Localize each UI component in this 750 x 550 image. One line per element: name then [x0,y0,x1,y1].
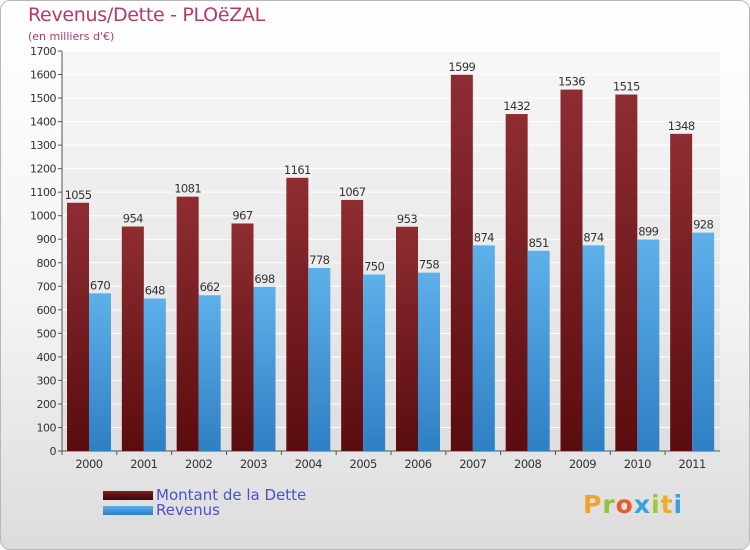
y-tick-label: 1700 [30,45,56,58]
bar-revenus [472,245,495,451]
legend-item-revenus: Revenus [103,501,220,519]
bar-dette [505,114,528,451]
legend-label-dette: Montant de la Dette [156,486,307,504]
data-label: 750 [364,260,384,274]
logo-letter: o [615,490,634,519]
y-tick-label: 900 [37,233,57,246]
data-label: 1515 [613,80,640,94]
bar-dette [286,177,309,451]
data-label: 1081 [174,182,201,196]
plot-area [62,51,720,451]
bar-revenus [692,232,715,451]
bar-revenus [527,250,550,451]
bar-revenus [637,239,660,451]
data-label: 851 [529,236,549,250]
data-label: 1536 [558,75,585,89]
x-tick-label: 2010 [624,457,651,471]
data-label: 899 [638,224,658,238]
x-tick-label: 2002 [185,457,212,471]
y-tick-label: 1100 [30,186,56,199]
data-label: 648 [145,284,165,298]
y-tick-label: 1200 [30,163,56,176]
x-tick-label: 2000 [75,457,102,471]
y-tick-label: 200 [37,398,57,411]
data-label: 1432 [503,99,530,113]
legend-item-dette: Montant de la Dette [103,486,307,504]
bar-dette [231,223,254,451]
data-label: 758 [419,258,439,272]
bar-revenus [582,245,605,451]
y-tick-label: 500 [37,327,57,340]
data-label: 1067 [339,185,366,199]
data-label: 967 [232,208,252,222]
x-tick-label: 2007 [459,457,486,471]
proxiti-logo: Proxiti [583,490,683,519]
bar-revenus [418,272,440,451]
legend-swatch-dette [103,490,153,500]
bar-revenus [198,295,221,451]
logo-letter: P [583,490,603,519]
data-label: 874 [474,230,494,244]
x-tick-label: 2009 [569,457,596,471]
y-tick-label: 800 [37,257,57,270]
data-label: 1348 [668,119,695,133]
bar-revenus [89,293,111,451]
y-tick-label: 600 [37,304,57,317]
legend-swatch-revenus [103,505,153,515]
y-tick-label: 0 [50,445,57,458]
x-tick-label: 2004 [295,457,322,471]
data-label: 874 [583,230,603,244]
data-label: 1055 [65,188,92,202]
chart-title: Revenus/Dette - PLOëZAL [28,4,265,26]
logo-letter: i [651,490,661,519]
chart-subtitle: (en milliers d'€) [28,30,115,43]
data-label: 662 [200,280,220,294]
y-tick-label: 400 [37,351,57,364]
y-tick-label: 100 [37,421,57,434]
y-tick-label: 1000 [30,210,56,223]
data-label: 928 [693,218,713,232]
bar-revenus [308,267,331,451]
bar-dette [670,133,693,451]
bar-revenus [363,274,386,451]
y-tick-label: 1400 [30,116,56,129]
y-tick-label: 700 [37,280,57,293]
data-label: 954 [123,212,143,226]
logo-letter: t [660,490,674,519]
bar-dette [121,226,144,451]
bar-revenus [253,286,276,451]
data-label: 778 [309,253,329,267]
logo-letter: r [602,490,616,519]
x-tick-label: 2011 [679,457,706,471]
bar-dette [560,89,583,452]
bar-dette [67,202,89,451]
logo-letter: x [633,490,651,519]
x-tick-label: 2003 [240,457,267,471]
x-tick-label: 2006 [404,457,431,471]
legend-label-revenus: Revenus [156,501,220,519]
data-label: 670 [90,278,110,292]
x-tick-label: 2001 [130,457,157,471]
data-label: 698 [254,272,274,286]
data-label: 953 [397,212,417,226]
y-tick-label: 1500 [30,92,56,105]
bar-dette [341,199,364,451]
y-tick-label: 1600 [30,69,56,82]
data-label: 1161 [284,163,311,177]
bar-dette [396,226,418,451]
bar-dette [176,196,199,451]
bar-dette [450,74,473,451]
data-label: 1599 [448,60,475,74]
logo-letter: i [673,490,684,519]
x-tick-label: 2005 [350,457,377,471]
bar-dette [615,94,638,451]
bar-revenus [143,298,166,451]
y-tick-label: 300 [37,374,57,387]
x-tick-label: 2008 [514,457,541,471]
y-tick-label: 1300 [30,139,56,152]
